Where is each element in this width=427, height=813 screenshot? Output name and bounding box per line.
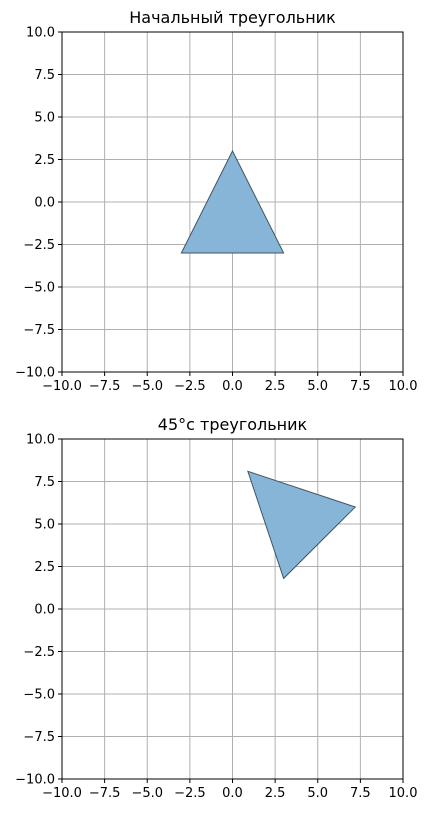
x-tick-label: 0.0 — [222, 379, 243, 394]
x-tick-label: 5.0 — [307, 379, 328, 394]
y-tick-label: −7.5 — [23, 323, 55, 338]
chart-title: Начальный треугольник — [129, 8, 336, 27]
y-tick-label: −10.0 — [15, 773, 55, 788]
y-tick-label: −7.5 — [23, 730, 55, 745]
y-tick-label: 5.0 — [34, 111, 55, 126]
x-tick-label: 7.5 — [350, 379, 371, 394]
y-tick-label: −10.0 — [15, 366, 55, 381]
x-tick-label: 7.5 — [350, 786, 371, 801]
triangle-polygon — [247, 470, 357, 580]
x-tick-label: −2.5 — [174, 379, 206, 394]
x-tick-label: 10.0 — [389, 786, 418, 801]
y-tick-label: −5.0 — [23, 688, 55, 703]
y-tick-label: 2.5 — [34, 560, 55, 575]
chart-title: 45°с треугольник — [158, 415, 308, 434]
y-tick-label: −2.5 — [23, 645, 55, 660]
y-tick-label: 10.0 — [26, 433, 55, 448]
x-tick-label: −7.5 — [89, 786, 121, 801]
chart-panel-1: −10.0 −7.5 −5.0 −2.5 0.0 2.5 5.0 7.5 10.0 −10.0 −7… — [15, 8, 417, 394]
y-tick-label: 0.0 — [34, 603, 55, 618]
y-tick-label: 10.0 — [26, 26, 55, 41]
x-tick-label: −10.0 — [42, 786, 82, 801]
x-tick-label: −2.5 — [174, 786, 206, 801]
y-tick-label: −5.0 — [23, 281, 55, 296]
y-tick-label: 7.5 — [34, 68, 55, 83]
y-tick-label: 2.5 — [34, 153, 55, 168]
x-tick-label: −5.0 — [131, 786, 163, 801]
chart-panel-2: −10.0 −7.5 −5.0 −2.5 0.0 2.5 5.0 7.5 10.0 −10.0 −7… — [15, 415, 417, 801]
x-tick-label: −10.0 — [42, 379, 82, 394]
x-tick-label: 5.0 — [307, 786, 328, 801]
x-tick-label: 10.0 — [389, 379, 418, 394]
y-tick-label: −2.5 — [23, 238, 55, 253]
triangle-polygon — [180, 149, 285, 254]
y-tick-label: 0.0 — [34, 196, 55, 211]
x-tick-label: −7.5 — [89, 379, 121, 394]
y-tick-label: 7.5 — [34, 475, 55, 490]
x-tick-label: 0.0 — [222, 786, 243, 801]
x-tick-label: −5.0 — [131, 379, 163, 394]
x-tick-label: 2.5 — [265, 379, 286, 394]
x-tick-label: 2.5 — [265, 786, 286, 801]
y-tick-label: 5.0 — [34, 518, 55, 533]
